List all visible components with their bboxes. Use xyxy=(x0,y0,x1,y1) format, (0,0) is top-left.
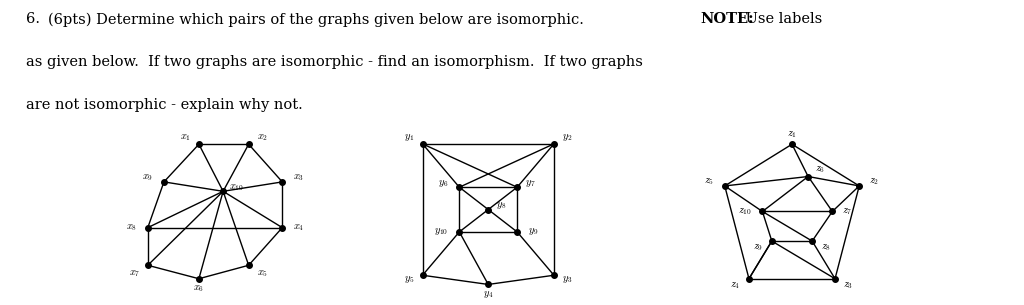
Text: $x_{8}$: $x_{8}$ xyxy=(126,222,137,233)
Text: $z_{8}$: $z_{8}$ xyxy=(820,242,830,253)
Text: $y_{1}$: $y_{1}$ xyxy=(404,132,415,143)
Text: $z_{6}$: $z_{6}$ xyxy=(815,164,825,175)
Text: $x_{2}$: $x_{2}$ xyxy=(256,132,267,143)
Text: are not isomorphic - explain why not.: are not isomorphic - explain why not. xyxy=(26,98,302,112)
Text: $x_{3}$: $x_{3}$ xyxy=(293,172,304,183)
Text: $y_{6}$: $y_{6}$ xyxy=(438,178,449,189)
Text: $x_{5}$: $x_{5}$ xyxy=(256,268,267,279)
Text: $z_{7}$: $z_{7}$ xyxy=(842,206,852,217)
Text: $y_{4}$: $y_{4}$ xyxy=(483,289,494,300)
Text: $y_{3}$: $y_{3}$ xyxy=(562,274,572,285)
Text: $z_{5}$: $z_{5}$ xyxy=(703,177,714,187)
Text: $x_{9}$: $x_{9}$ xyxy=(142,172,154,183)
Text: $x_{4}$: $x_{4}$ xyxy=(293,222,304,233)
Text: $y_{9}$: $y_{9}$ xyxy=(527,226,538,237)
Text: $y_{8}$: $y_{8}$ xyxy=(497,200,507,211)
Text: $z_{1}$: $z_{1}$ xyxy=(787,129,797,140)
Text: $y_{2}$: $y_{2}$ xyxy=(562,132,572,143)
Text: Use labels: Use labels xyxy=(741,12,822,26)
Text: as given below.  If two graphs are isomorphic - find an isomorphism.  If two gra: as given below. If two graphs are isomor… xyxy=(26,55,642,69)
Text: $z_{3}$: $z_{3}$ xyxy=(844,280,854,291)
Text: $z_{9}$: $z_{9}$ xyxy=(754,242,764,253)
Text: $y_{10}$: $y_{10}$ xyxy=(434,226,449,237)
Text: $x_{1}$: $x_{1}$ xyxy=(180,132,191,143)
Text: 6.: 6. xyxy=(26,12,40,26)
Text: $x_{7}$: $x_{7}$ xyxy=(129,268,140,279)
Text: $z_{10}$: $z_{10}$ xyxy=(738,206,752,217)
Text: $x_{6}$: $x_{6}$ xyxy=(194,283,205,293)
Text: $x_{10}$: $x_{10}$ xyxy=(229,182,244,193)
Text: $z_{4}$: $z_{4}$ xyxy=(730,280,740,291)
Text: $y_{7}$: $y_{7}$ xyxy=(525,178,536,189)
Text: NOTE:: NOTE: xyxy=(700,12,754,26)
Text: $z_{2}$: $z_{2}$ xyxy=(869,177,879,187)
Text: (6pts) Determine which pairs of the graphs given below are isomorphic.: (6pts) Determine which pairs of the grap… xyxy=(48,12,593,27)
Text: $y_{5}$: $y_{5}$ xyxy=(404,274,415,285)
